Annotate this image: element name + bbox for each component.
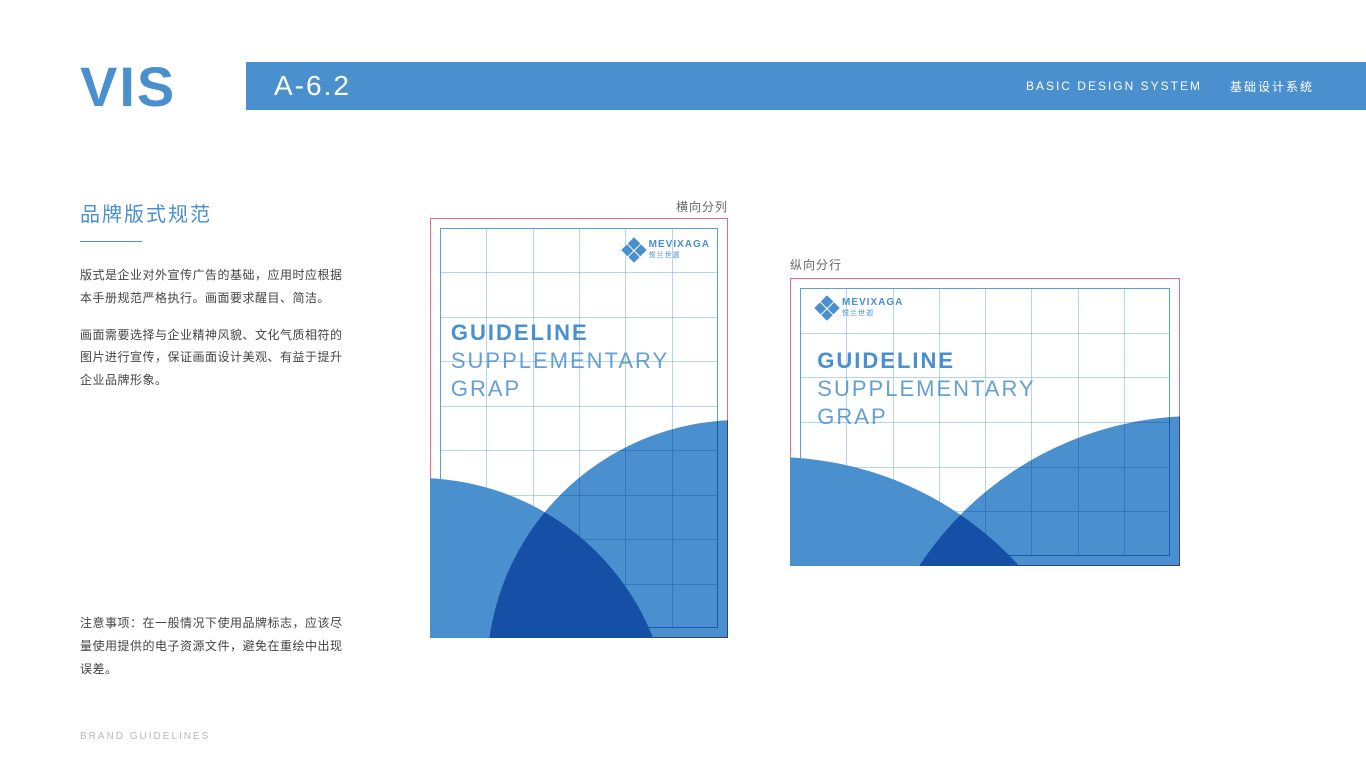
portrait-label: 横向分列 (676, 198, 728, 215)
section-code: A-6.2 (274, 70, 351, 102)
body-paragraph-2: 画面需要选择与企业精神风貌、文化气质相符的图片进行宣传，保证画面设计美观、有益于… (80, 324, 350, 392)
grid-line-horizontal (800, 333, 1170, 334)
header-right: BASIC DESIGN SYSTEM 基础设计系统 (1026, 78, 1314, 95)
guideline-text-block: GUIDELINESUPPLEMENTARYGRAP (451, 319, 669, 403)
brand-text: MEVIXAGA 悦兰世迦 (649, 240, 710, 259)
brand-name-en: MEVIXAGA (842, 298, 903, 308)
logo-mark-icon (621, 237, 646, 262)
grid-line-horizontal (440, 406, 718, 407)
guideline-line-1: GUIDELINE (817, 347, 1035, 375)
body-paragraph-1: 版式是企业对外宣传广告的基础，应用时应根据本手册规范严格执行。画面要求醒目、简洁… (80, 264, 350, 310)
guideline-text-block: GUIDELINESUPPLEMENTARYGRAP (817, 347, 1035, 431)
brand-logo: MEVIXAGA 悦兰世迦 (818, 298, 903, 317)
portrait-preview: MEVIXAGA 悦兰世迦 GUIDELINESUPPLEMENTARYGRAP (430, 218, 728, 638)
grid-line-horizontal (440, 317, 718, 318)
section-title: 品牌版式规范 (80, 198, 350, 227)
brand-name-en: MEVIXAGA (649, 240, 710, 250)
footer-text: BRAND GUIDELINES (80, 731, 210, 742)
note-paragraph: 注意事项：在一般情况下使用品牌标志，应该尽量使用提供的电子资源文件，避免在重绘中… (80, 612, 350, 680)
header-right-en: BASIC DESIGN SYSTEM (1026, 79, 1202, 93)
guideline-line-2: SUPPLEMENTARY (817, 375, 1035, 403)
grid-line-horizontal (440, 272, 718, 273)
title-underline (80, 241, 142, 242)
guideline-line-3: GRAP (451, 375, 669, 403)
landscape-label: 纵向分行 (790, 256, 842, 273)
header-right-cn: 基础设计系统 (1230, 78, 1314, 95)
page: VIS A-6.2 BASIC DESIGN SYSTEM 基础设计系统 品牌版… (0, 0, 1366, 768)
logo-mark-icon (814, 295, 839, 320)
brand-name-cn: 悦兰世迦 (842, 310, 903, 317)
vis-wordmark: VIS (80, 54, 176, 119)
left-column: 品牌版式规范 版式是企业对外宣传广告的基础，应用时应根据本手册规范严格执行。画面… (80, 198, 350, 392)
brand-logo: MEVIXAGA 悦兰世迦 (625, 240, 710, 259)
header-bar: A-6.2 BASIC DESIGN SYSTEM 基础设计系统 (246, 62, 1366, 110)
guideline-line-3: GRAP (817, 403, 1035, 431)
brand-text: MEVIXAGA 悦兰世迦 (842, 298, 903, 317)
landscape-preview: MEVIXAGA 悦兰世迦 GUIDELINESUPPLEMENTARYGRAP (790, 278, 1180, 566)
guideline-line-1: GUIDELINE (451, 319, 669, 347)
brand-name-cn: 悦兰世迦 (649, 252, 710, 259)
guideline-line-2: SUPPLEMENTARY (451, 347, 669, 375)
